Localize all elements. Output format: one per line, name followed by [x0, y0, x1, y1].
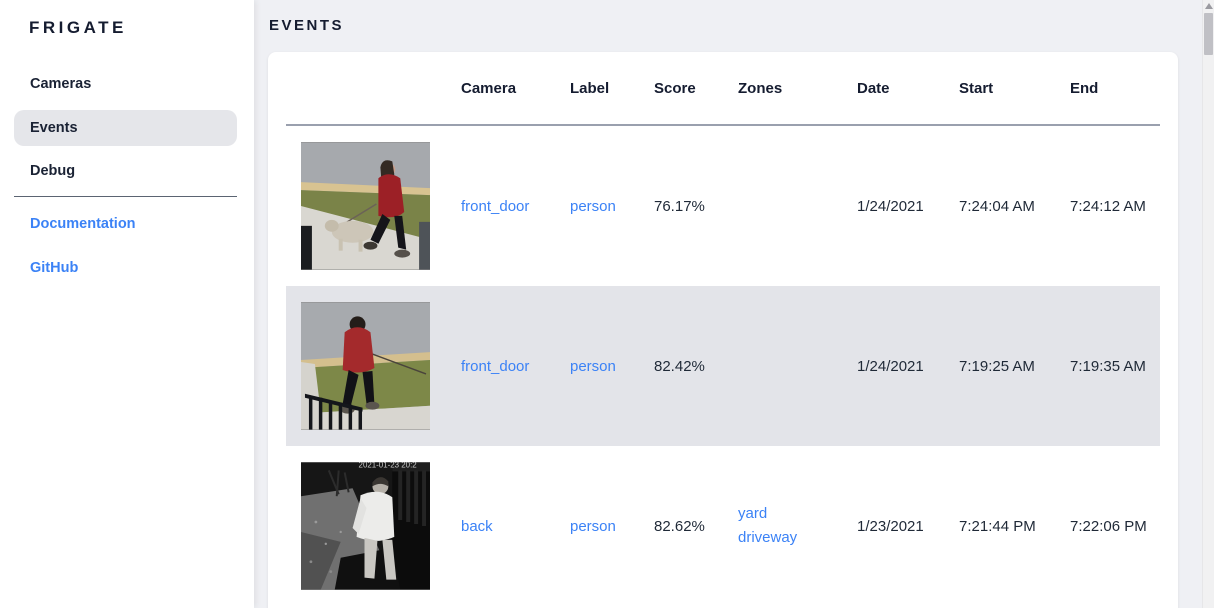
zone-link[interactable]: driveway [738, 529, 798, 546]
sidebar: FRIGATE Cameras Events Debug Documentati… [0, 0, 254, 608]
score-value: 82.42% [654, 357, 705, 375]
camera-link[interactable]: front_door [461, 197, 530, 215]
sidebar-link-label: GitHub [30, 260, 79, 276]
event-row[interactable]: 2021-01-23 20:2 back person 82.62% yard driv… [286, 446, 1160, 606]
thumbnail-cell: 2021-01-23 20:2 [286, 462, 461, 590]
start-value: 7:21:44 PM [959, 517, 1036, 535]
sidebar-item-label: Debug [30, 163, 76, 179]
column-header-date: Date [857, 79, 890, 97]
sidebar-item-label: Events [30, 120, 78, 136]
sidebar-item-cameras[interactable]: Cameras [14, 66, 237, 102]
scrollbar-thumb[interactable] [1204, 13, 1213, 55]
table-body: front_door person 76.17% 1/24/2021 7:24:04 A… [286, 126, 1160, 606]
sidebar-item-label: Cameras [30, 76, 92, 92]
page-title: EVENTS [269, 17, 345, 34]
column-header-start: Start [959, 79, 994, 97]
end-value: 7:24:12 AM [1070, 197, 1146, 215]
sidebar-divider [14, 196, 237, 197]
zone-link[interactable]: yard [738, 505, 768, 522]
end-value: 7:22:06 PM [1070, 517, 1147, 535]
sidebar-item-debug[interactable]: Debug [14, 153, 237, 189]
date-value: 1/23/2021 [857, 517, 924, 535]
start-value: 7:19:25 AM [959, 357, 1035, 375]
event-thumbnail[interactable]: 2021-01-23 20:2 [301, 462, 430, 590]
camera-link[interactable]: back [461, 517, 493, 535]
label-link[interactable]: person [570, 197, 616, 215]
column-header-zones: Zones [738, 79, 783, 97]
column-header-camera: Camera [461, 79, 517, 97]
event-thumbnail[interactable] [301, 142, 430, 270]
score-value: 76.17% [654, 197, 705, 215]
events-card: Camera Label Score Zones Date Start End … [268, 52, 1178, 608]
sidebar-link-label: Documentation [30, 216, 136, 232]
label-cell: person [570, 518, 654, 535]
sidebar-link-documentation[interactable]: Documentation [14, 208, 237, 240]
column-header-end: End [1070, 79, 1099, 97]
thumbnail-cell [286, 142, 461, 270]
sidebar-item-events[interactable]: Events [14, 110, 237, 146]
event-thumbnail[interactable] [301, 302, 430, 430]
column-header-label: Label [570, 79, 610, 97]
page-scrollbar[interactable] [1202, 0, 1214, 608]
camera-cell: back [461, 518, 570, 535]
camera-cell: front_door [461, 358, 570, 375]
event-row[interactable]: front_door person 76.17% 1/24/2021 7:24:04 A… [286, 126, 1160, 286]
label-link[interactable]: person [570, 517, 616, 535]
start-value: 7:24:04 AM [959, 197, 1035, 215]
date-value: 1/24/2021 [857, 357, 924, 375]
app-title: FRIGATE [29, 18, 127, 37]
column-header-score: Score [654, 79, 696, 97]
end-value: 7:19:35 AM [1070, 357, 1146, 375]
svg-text:2021-01-23 20:2: 2021-01-23 20:2 [359, 462, 417, 469]
event-row[interactable]: front_door person 82.42% 1/24/2021 7:19:25 A… [286, 286, 1160, 446]
main-content: EVENTS Camera Label Score Zones Date Sta… [254, 0, 1202, 608]
scrollbar-up-arrow-icon[interactable] [1205, 3, 1213, 9]
zones-cell: yard driveway [738, 502, 857, 550]
sidebar-link-github[interactable]: GitHub [14, 252, 237, 284]
score-value: 82.62% [654, 517, 705, 535]
date-value: 1/24/2021 [857, 197, 924, 215]
camera-link[interactable]: front_door [461, 357, 530, 375]
table-header-row: Camera Label Score Zones Date Start End [286, 52, 1160, 126]
label-link[interactable]: person [570, 357, 616, 375]
thumbnail-cell [286, 302, 461, 430]
camera-cell: front_door [461, 198, 570, 215]
label-cell: person [570, 358, 654, 375]
label-cell: person [570, 198, 654, 215]
